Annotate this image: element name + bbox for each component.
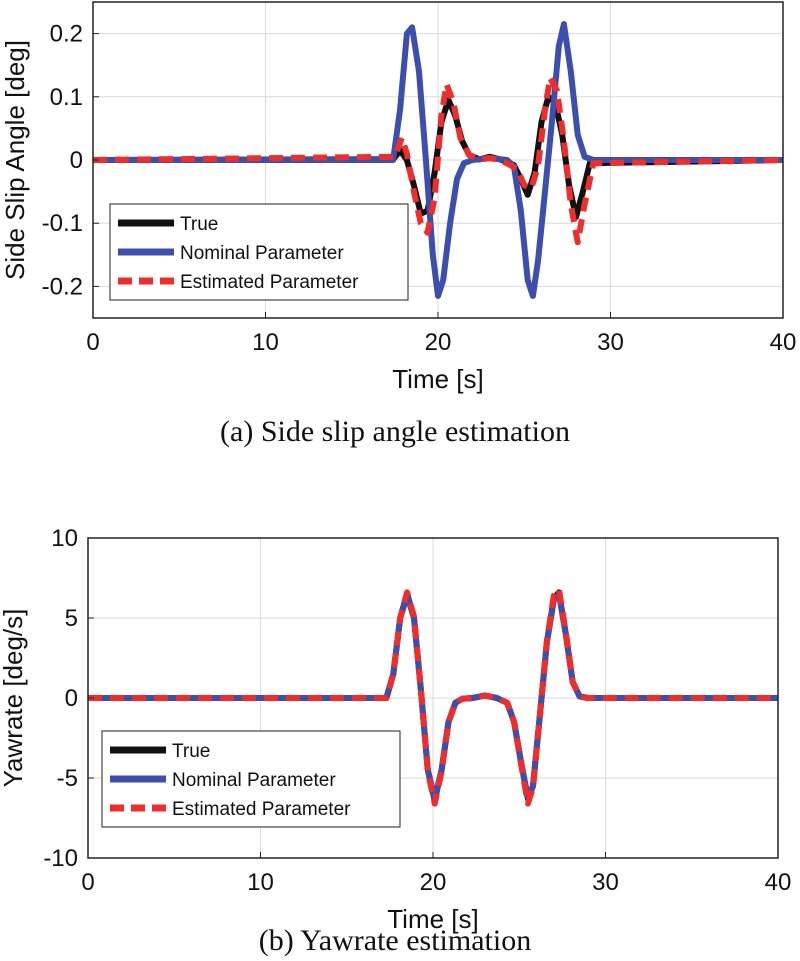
x-tick-label: 20: [420, 869, 447, 896]
x-tick-label: 20: [425, 329, 452, 356]
y-tick-label: -10: [43, 845, 78, 872]
x-tick-label: 40: [770, 329, 797, 356]
caption-a: (a) Side slip angle estimation: [220, 415, 570, 448]
y-tick-label: 10: [51, 525, 78, 552]
legend-label-estimated-parameter: Estimated Parameter: [172, 799, 351, 820]
caption-b: (b) Yawrate estimation: [259, 924, 531, 957]
legend-label-true: True: [180, 214, 218, 235]
legend: True Nominal Parameter Estimated Parameter: [101, 730, 401, 828]
y-axis-label: Yawrate [deg/s]: [0, 609, 28, 788]
y-tick-label: 0: [70, 147, 83, 174]
legend: True Nominal Parameter Estimated Parameter: [109, 203, 409, 301]
y-tick-label: -5: [57, 765, 78, 792]
y-tick-label: 5: [65, 605, 78, 632]
y-tick-label: -0.1: [42, 210, 83, 237]
yawrate-chart: 0 10 20 30 40 -10 -5 0 5 10 Time [s] Yawrate [deg/s…: [0, 525, 791, 934]
x-tick-label: 10: [247, 869, 274, 896]
x-tick-label: 40: [765, 869, 792, 896]
legend-label-estimated-parameter: Estimated Parameter: [180, 272, 359, 293]
x-tick-label: 0: [86, 329, 99, 356]
y-tick-label: 0.1: [50, 84, 83, 111]
x-axis-label: Time [s]: [387, 904, 478, 934]
y-tick-label: 0.2: [50, 21, 83, 48]
y-tick-label: 0: [65, 685, 78, 712]
y-tick-label: -0.2: [42, 273, 83, 300]
legend-label-nominal-parameter: Nominal Parameter: [172, 770, 336, 791]
legend-label-true: True: [172, 741, 210, 762]
side-slip-angle-chart: 0 10 20 30 40 -0.2 -0.1 0 0.1 0.2 Time [s] Side Sli…: [0, 1, 797, 394]
x-tick-label: 30: [592, 869, 619, 896]
y-axis-label: Side Slip Angle [deg]: [0, 40, 30, 280]
legend-label-nominal-parameter: Nominal Parameter: [180, 243, 344, 264]
series-line-estimated-parameter: [92, 74, 784, 246]
x-tick-label: 10: [252, 329, 279, 356]
x-tick-label: 30: [597, 329, 624, 356]
series-line-estimated-parameter: [88, 586, 778, 807]
x-axis-label: Time [s]: [392, 364, 483, 394]
series-line-nominal-parameter: [93, 21, 783, 299]
x-tick-label: 0: [81, 869, 94, 896]
